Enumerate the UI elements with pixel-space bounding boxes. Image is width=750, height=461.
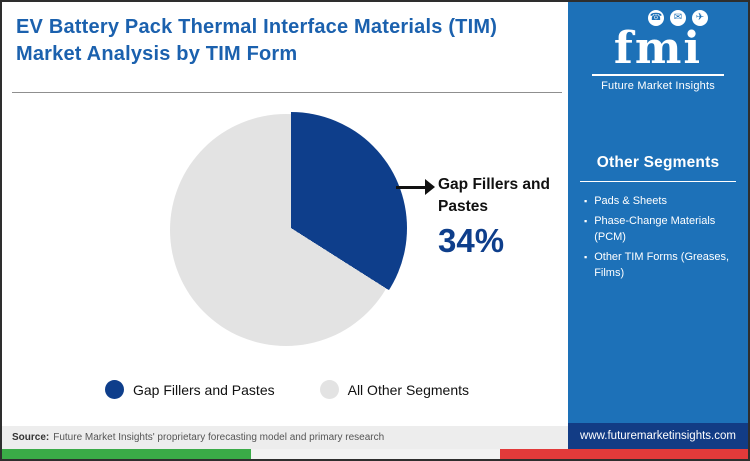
legend-dot-gap-fillers bbox=[104, 380, 124, 399]
pie-slice-gap-fillers bbox=[175, 112, 407, 344]
plane-icon: ✈ bbox=[692, 10, 708, 26]
other-segment-item: ▪ Other TIM Forms (Greases, Films) bbox=[584, 250, 736, 281]
legend-dot-all-other bbox=[319, 380, 339, 399]
website-link[interactable]: www.futuremarketinsights.com bbox=[568, 423, 748, 449]
logo-subtitle: Future Market Insights bbox=[601, 80, 715, 92]
other-segment-label: Other TIM Forms (Greases, Films) bbox=[594, 251, 730, 279]
other-segments-title: Other Segments bbox=[596, 154, 720, 171]
other-segments-panel: Other Segments ▪ Pads & Sheets ▪ Phase-Chan… bbox=[568, 154, 748, 281]
bottom-strip bbox=[2, 449, 748, 459]
other-segments-underline bbox=[580, 181, 736, 182]
other-segments-list: ▪ Pads & Sheets ▪ Phase-Change Materials (P… bbox=[568, 194, 748, 281]
callout-value: 34% bbox=[438, 221, 505, 259]
logo-divider bbox=[592, 74, 724, 76]
legend-item-gap-fillers: Gap Fillers and Pastes bbox=[104, 380, 275, 399]
legend: Gap Fillers and Pastes All Other Segment… bbox=[2, 380, 572, 399]
callout-arrowhead-icon bbox=[425, 179, 435, 195]
source-bar: Source: Future Market Insights' propriet… bbox=[2, 426, 572, 449]
other-segment-label: Pads & Sheets bbox=[594, 195, 667, 207]
strip-white bbox=[251, 449, 500, 459]
pie-chart bbox=[170, 112, 407, 346]
strip-green bbox=[2, 449, 252, 459]
other-segment-item: ▪ Pads & Sheets bbox=[584, 194, 736, 209]
callout: Gap Fillers and Pastes 34% bbox=[438, 174, 570, 260]
source-text: Future Market Insights' proprietary fore… bbox=[53, 432, 385, 443]
bullet-icon: ▪ bbox=[584, 216, 588, 227]
main-area: EV Battery Pack Thermal Interface Materi… bbox=[2, 2, 572, 459]
source-label: Source: bbox=[12, 432, 50, 443]
callout-arrow-icon bbox=[396, 186, 426, 189]
bullet-icon: ▪ bbox=[584, 196, 588, 206]
mail-icon: ✉ bbox=[670, 10, 686, 26]
fmi-logo: ☎ ✉ ✈ fmi Future Market Insights bbox=[568, 2, 748, 92]
other-segment-item: ▪ Phase-Change Materials (PCM) bbox=[584, 214, 736, 245]
logo-icons: ☎ ✉ ✈ bbox=[608, 10, 748, 26]
legend-item-all-other: All Other Segments bbox=[319, 380, 469, 399]
sidebar: ☎ ✉ ✈ fmi Future Market Insights Other S… bbox=[568, 2, 748, 459]
logo-text: fmi bbox=[613, 23, 703, 74]
legend-label-gap-fillers: Gap Fillers and Pastes bbox=[132, 381, 275, 398]
phone-icon: ☎ bbox=[648, 10, 664, 26]
other-segment-label: Phase-Change Materials (PCM) bbox=[594, 215, 716, 243]
strip-red bbox=[499, 449, 748, 459]
bullet-icon: ▪ bbox=[584, 252, 588, 263]
title-divider bbox=[12, 92, 562, 93]
legend-label-all-other: All Other Segments bbox=[347, 381, 469, 398]
page-title: EV Battery Pack Thermal Interface Materi… bbox=[16, 16, 498, 65]
callout-label: Gap Fillers and Pastes bbox=[438, 176, 550, 216]
